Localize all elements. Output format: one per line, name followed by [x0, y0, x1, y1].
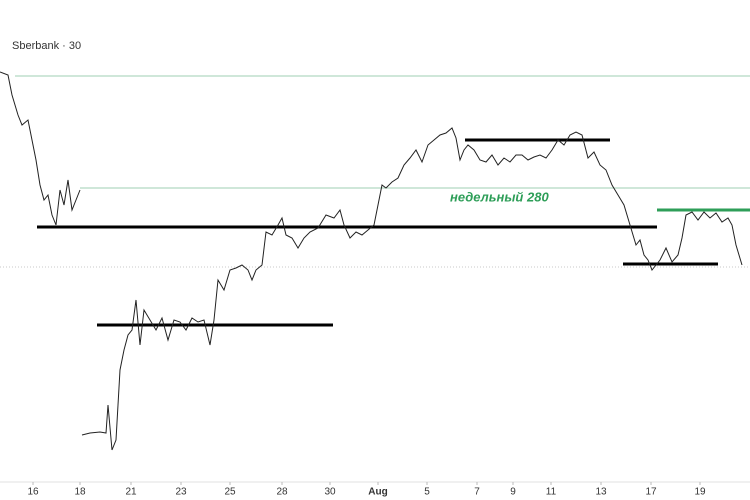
annotation: недельный 280 [450, 189, 549, 204]
x-tick-label: 28 [276, 487, 288, 498]
x-tick-label: 13 [595, 487, 607, 498]
x-tick-label: 9 [510, 487, 516, 498]
x-tick-label: 17 [645, 487, 657, 498]
x-tick-label: 7 [474, 487, 480, 498]
x-tick-label: Aug [368, 487, 387, 498]
x-tick-label: 19 [694, 487, 706, 498]
price-line [0, 71, 743, 451]
x-tick-label: 18 [74, 487, 86, 498]
x-tick-label: 5 [424, 487, 430, 498]
chart-title: Sberbank · 30 [12, 40, 81, 52]
x-tick-label: 25 [224, 487, 236, 498]
x-tick-label: 11 [546, 487, 557, 498]
x-tick-label: 21 [125, 487, 137, 498]
x-tick-label: 30 [324, 487, 336, 498]
x-tick-label: 16 [27, 487, 39, 498]
x-tick-label: 23 [175, 487, 187, 498]
